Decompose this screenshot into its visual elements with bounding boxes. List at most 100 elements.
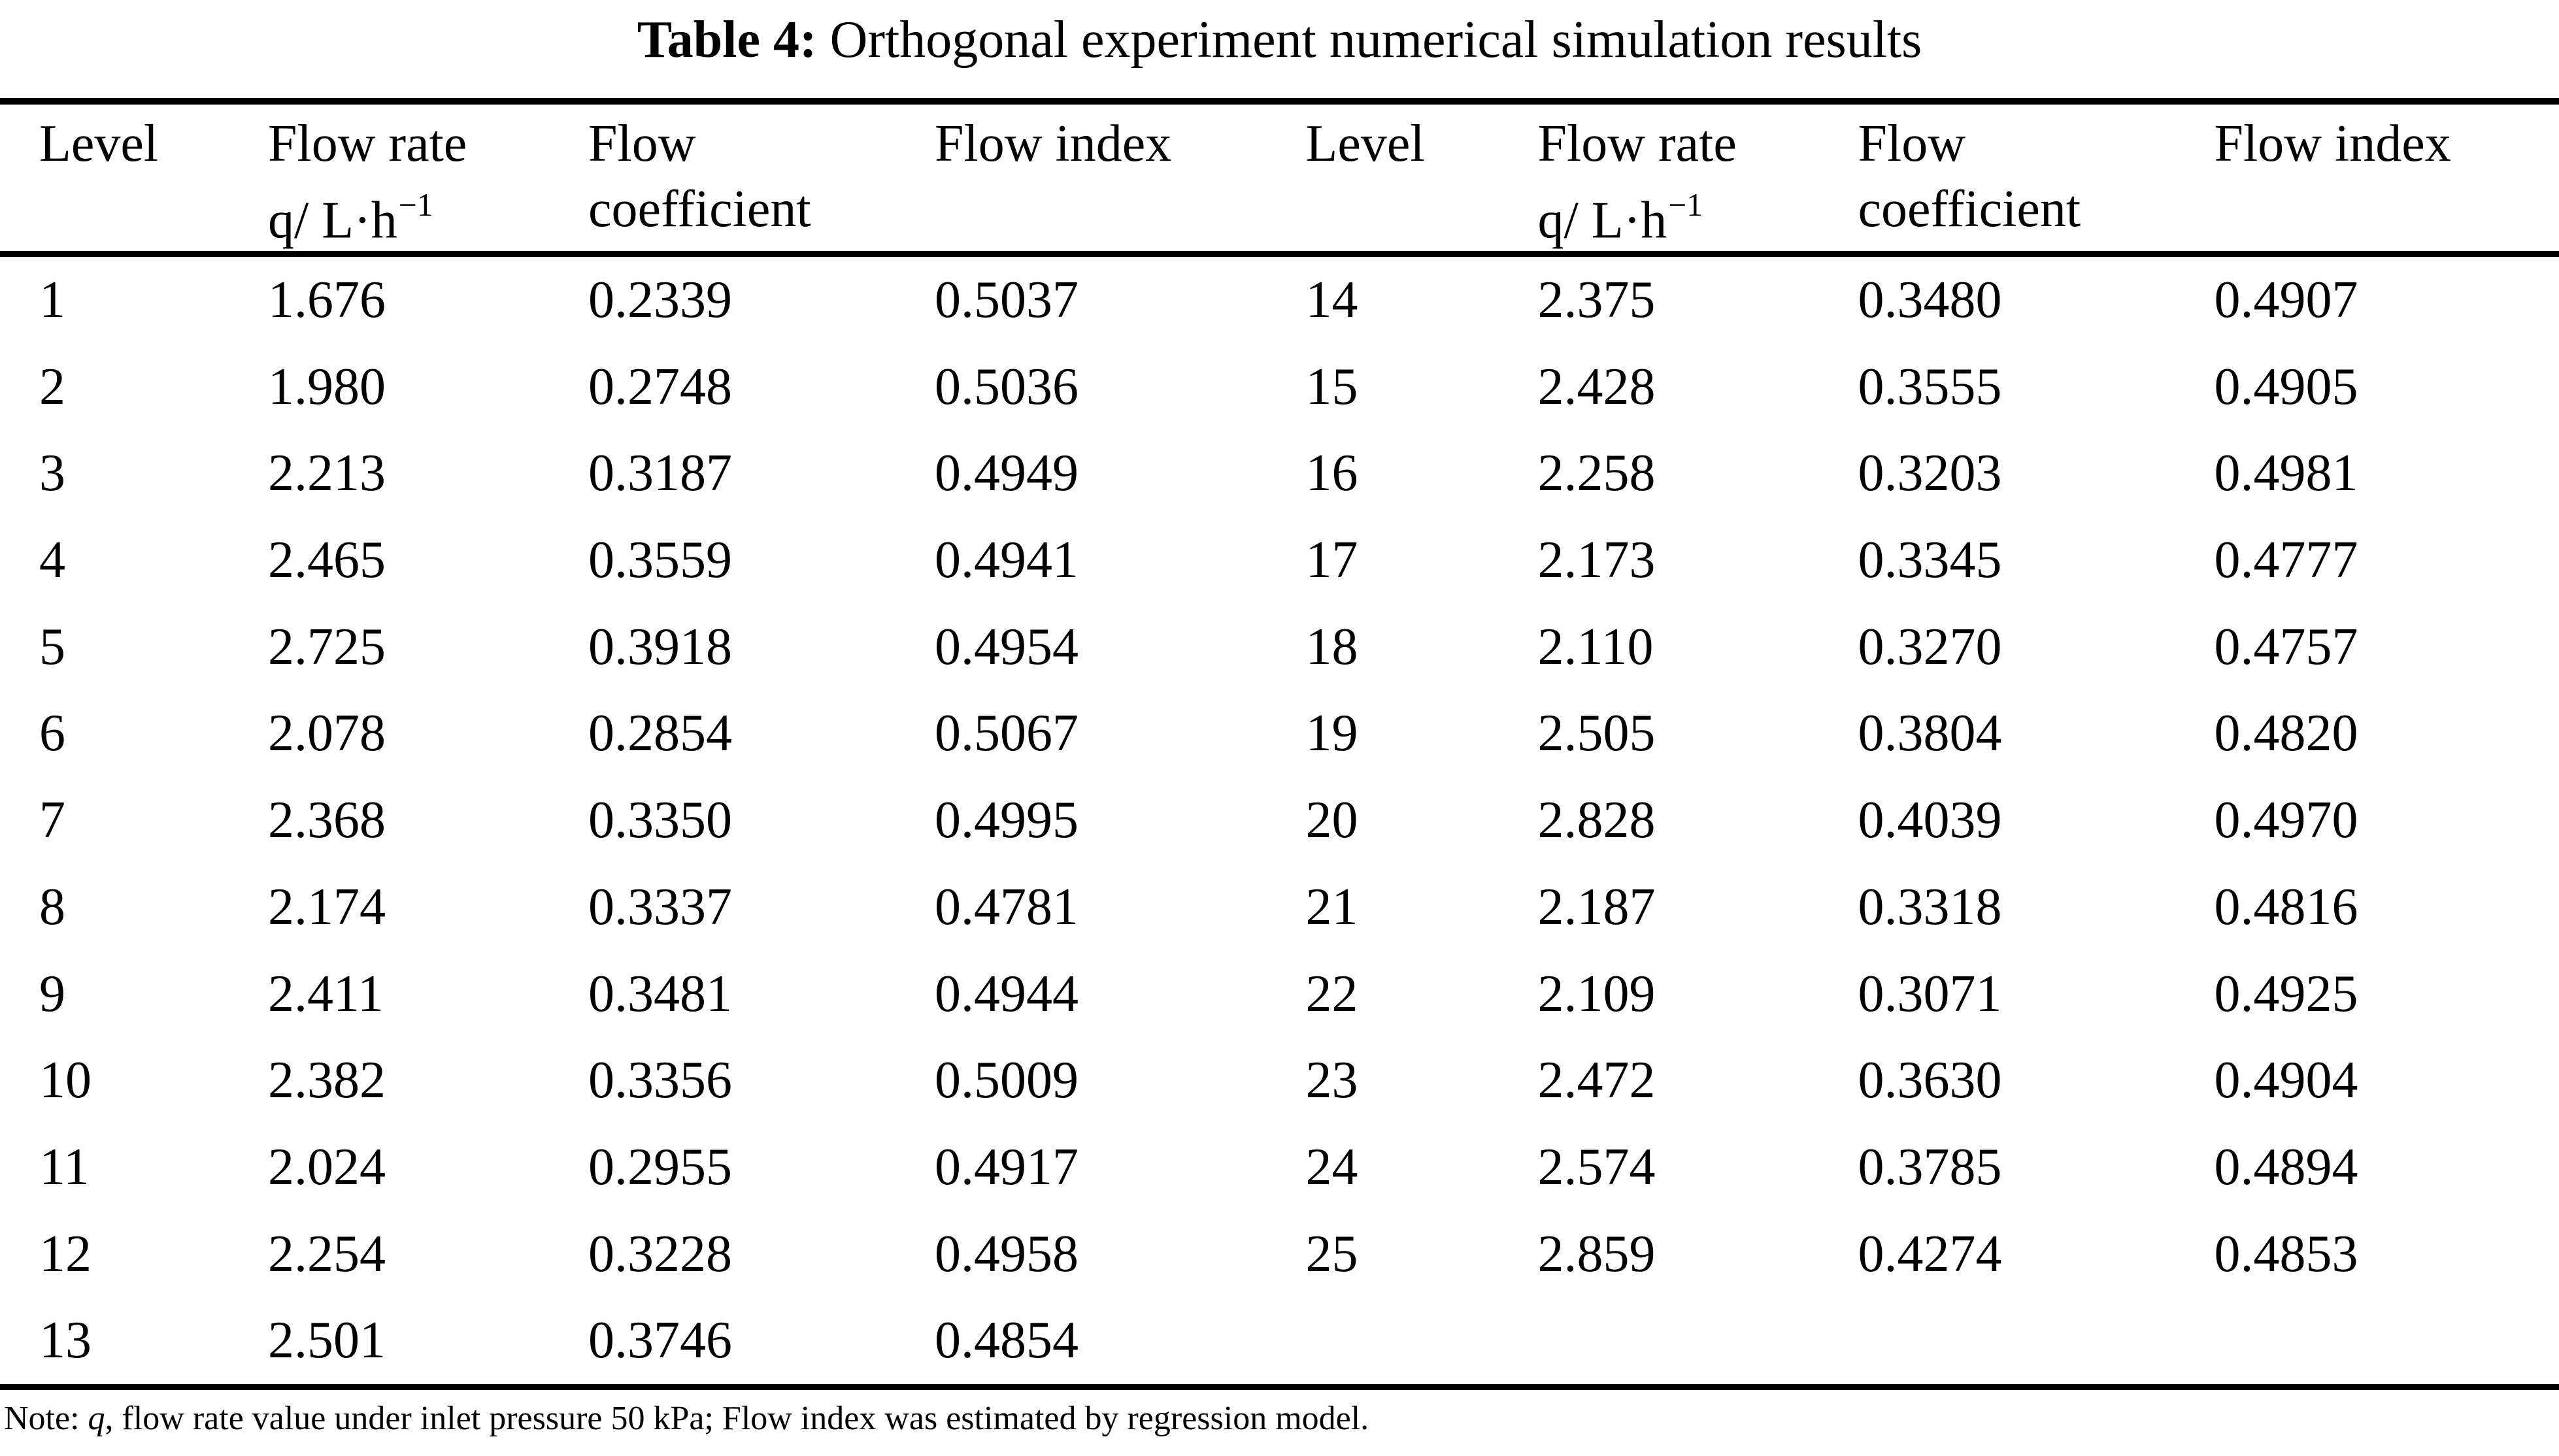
cell-flow-coefficient: 0.3228: [588, 1225, 732, 1283]
column-header-flow-rate: Flow rate q/ L·h−1: [268, 111, 588, 254]
table-body: 1 1.676 0.2339 0.5037 2 1.980 0.2748 0.5…: [0, 257, 2559, 1384]
cell-flow-rate: 2.505: [1537, 704, 1656, 763]
column-header-flow-rate: Flow rate q/ L·h−1: [1538, 111, 1858, 254]
cell-flow-rate: 2.109: [1537, 965, 1656, 1023]
flow-rate-label: Flow rate: [1537, 115, 1737, 173]
cell-flow-rate: 1.676: [268, 271, 386, 329]
cell-flow-rate: 2.428: [1537, 357, 1656, 416]
cell-level: 5: [39, 618, 65, 676]
cell-flow-rate: 2.375: [1537, 271, 1656, 329]
cell-flow-index: 0.5067: [935, 704, 1079, 763]
cell-flow-index: 0.4816: [2214, 878, 2358, 936]
cell-flow-rate: 2.213: [268, 444, 386, 503]
cell-flow-rate: 2.173: [1537, 531, 1656, 589]
cell-flow-rate: 2.465: [268, 531, 386, 589]
cell-flow-coefficient: 0.2339: [588, 271, 732, 329]
cell-flow-rate: 2.368: [268, 791, 386, 850]
cell-flow-index: 0.4925: [2214, 965, 2358, 1023]
note-prefix: Note:: [4, 1399, 88, 1437]
bottom-rule: [0, 1383, 2559, 1390]
cell-flow-index: 0.5037: [935, 271, 1079, 329]
table-header-right: Level Flow rate q/ L·h−1 Flow coefficien…: [1280, 105, 2559, 251]
cell-flow-coefficient: 0.3746: [588, 1312, 732, 1370]
table-title-label: Table 4:: [637, 11, 817, 69]
flow-coefficient-label-line1: Flow: [588, 115, 696, 173]
table-note: Note: q, flow rate value under inlet pre…: [0, 1398, 2559, 1440]
cell-flow-index: 0.4777: [2214, 531, 2358, 589]
flow-rate-unit: q/ L·h: [268, 191, 397, 250]
cell-flow-index: 0.4853: [2214, 1225, 2358, 1283]
flow-coefficient-label-line2: coefficient: [588, 180, 811, 238]
column-header-flow-coefficient: Flow coefficient: [1858, 111, 2215, 254]
cell-flow-index: 0.4981: [2214, 444, 2358, 503]
cell-flow-rate: 2.024: [268, 1138, 386, 1196]
table-body-right: 14 2.375 0.3480 0.4907 15 2.428 0.3555 0…: [1280, 257, 2559, 1384]
cell-flow-coefficient: 0.3559: [588, 531, 732, 589]
cell-level: 23: [1305, 1051, 1358, 1110]
cell-flow-coefficient: 0.4039: [1858, 791, 2002, 850]
cell-flow-coefficient: 0.3481: [588, 965, 732, 1023]
cell-level: 7: [39, 791, 65, 850]
cell-flow-coefficient: 0.3318: [1858, 878, 2002, 936]
cell-level: 20: [1305, 791, 1358, 850]
flow-rate-unit-exponent: −1: [398, 187, 433, 223]
header-rule: [0, 251, 2559, 257]
cell-level: 21: [1305, 878, 1358, 936]
cell-flow-coefficient: 0.3203: [1858, 444, 2002, 503]
flow-coefficient-label-line1: Flow: [1858, 115, 1966, 173]
flow-rate-label: Flow rate: [268, 115, 467, 173]
cell-flow-coefficient: 0.2854: [588, 704, 732, 763]
cell-level: 3: [39, 444, 65, 503]
table-body-left: 1 1.676 0.2339 0.5037 2 1.980 0.2748 0.5…: [0, 257, 1280, 1384]
cell-flow-index: 0.4781: [935, 878, 1079, 936]
cell-level: 12: [39, 1225, 92, 1283]
cell-flow-index: 0.4941: [935, 531, 1079, 589]
cell-flow-index: 0.4958: [935, 1225, 1079, 1283]
cell-flow-index: 0.4894: [2214, 1138, 2358, 1196]
flow-coefficient-label-line2: coefficient: [1858, 180, 2081, 238]
note-q-symbol: q: [88, 1399, 105, 1437]
cell-flow-index: 0.4949: [935, 444, 1079, 503]
column-header-level: Level: [39, 115, 159, 173]
cell-level: 13: [39, 1312, 92, 1370]
cell-flow-index: 0.4944: [935, 965, 1079, 1023]
cell-flow-rate: 2.254: [268, 1225, 386, 1283]
cell-level: 17: [1305, 531, 1358, 589]
cell-flow-coefficient: 0.3356: [588, 1051, 732, 1110]
cell-flow-coefficient: 0.3555: [1858, 357, 2002, 416]
cell-flow-coefficient: 0.3270: [1858, 618, 2002, 676]
cell-flow-rate: 2.258: [1537, 444, 1656, 503]
cell-flow-index: 0.4904: [2214, 1051, 2358, 1110]
cell-flow-coefficient: 0.3187: [588, 444, 732, 503]
flow-rate-unit-exponent: −1: [1668, 187, 1703, 223]
cell-flow-index: 0.4854: [935, 1312, 1079, 1370]
cell-level: 19: [1305, 704, 1358, 763]
cell-flow-coefficient: 0.3071: [1858, 965, 2002, 1023]
cell-flow-rate: 2.472: [1537, 1051, 1656, 1110]
cell-flow-rate: 2.110: [1537, 618, 1654, 676]
cell-flow-index: 0.4905: [2214, 357, 2358, 416]
cell-flow-index: 0.4970: [2214, 791, 2358, 850]
column-header-flow-index: Flow index: [935, 115, 1172, 173]
cell-flow-coefficient: 0.3350: [588, 791, 732, 850]
cell-flow-index: 0.4917: [935, 1138, 1079, 1196]
cell-level: 4: [39, 531, 65, 589]
cell-flow-rate: 2.828: [1537, 791, 1656, 850]
cell-flow-coefficient: 0.3630: [1858, 1051, 2002, 1110]
cell-flow-coefficient: 0.3918: [588, 618, 732, 676]
cell-flow-rate: 2.174: [268, 878, 386, 936]
cell-flow-coefficient: 0.4274: [1858, 1225, 2002, 1283]
cell-flow-rate: 2.411: [268, 965, 384, 1023]
cell-level: 18: [1305, 618, 1358, 676]
flow-rate-unit: q/ L·h: [1537, 191, 1667, 250]
cell-flow-rate: 2.725: [268, 618, 386, 676]
column-header-flow-index: Flow index: [2214, 115, 2451, 173]
cell-flow-coefficient: 0.3804: [1858, 704, 2002, 763]
cell-flow-rate: 2.187: [1537, 878, 1656, 936]
cell-level: 6: [39, 704, 65, 763]
cell-level: 16: [1305, 444, 1358, 503]
cell-flow-rate: 2.859: [1537, 1225, 1656, 1283]
cell-level: 8: [39, 878, 65, 936]
cell-flow-rate: 2.382: [268, 1051, 386, 1110]
